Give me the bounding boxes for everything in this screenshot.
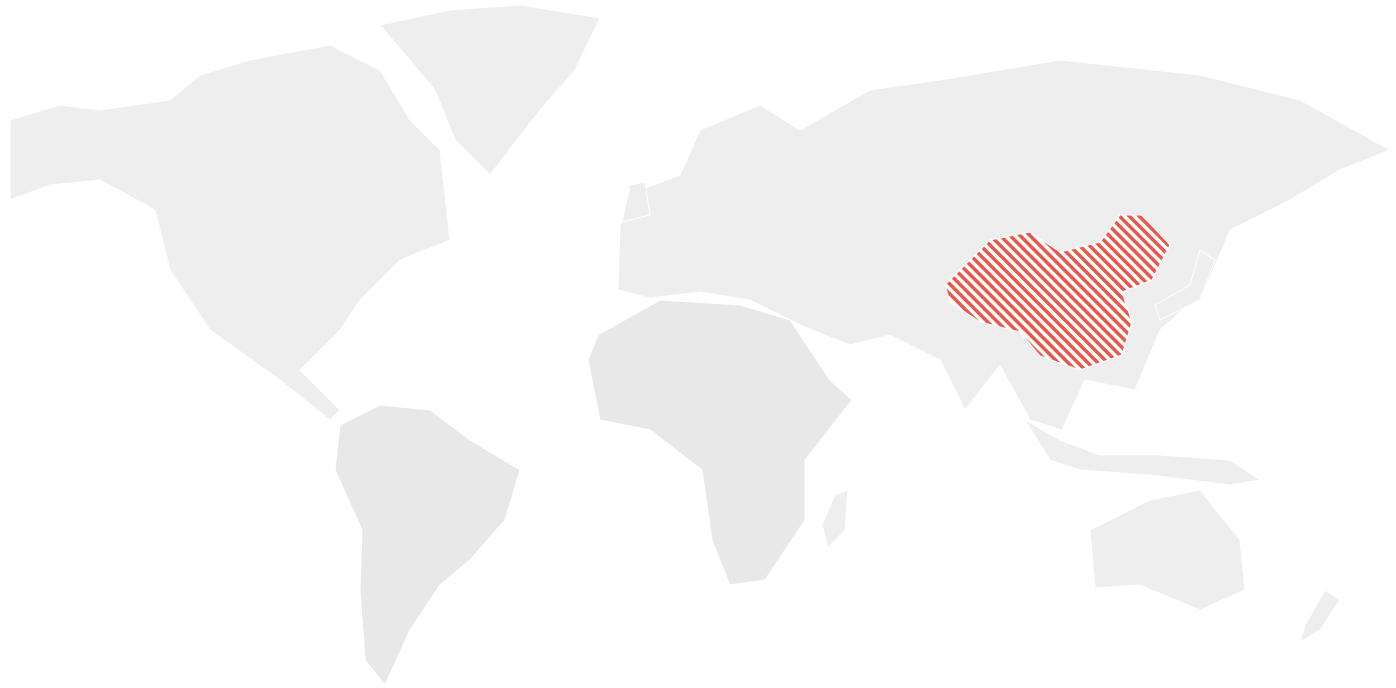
region-greenland[interactable]	[379, 4, 601, 176]
region-indonesia[interactable]	[1024, 419, 1262, 486]
region-new-zealand[interactable]	[1299, 589, 1341, 644]
region-south-america[interactable]	[334, 404, 521, 686]
region-china-highlighted[interactable]	[944, 214, 1171, 371]
region-africa[interactable]	[587, 299, 853, 586]
region-australia[interactable]	[1089, 489, 1246, 611]
region-madagascar[interactable]	[821, 489, 849, 549]
region-north-america[interactable]	[9, 44, 451, 421]
region-japan[interactable]	[1154, 249, 1216, 321]
region-uk[interactable]	[621, 181, 651, 223]
